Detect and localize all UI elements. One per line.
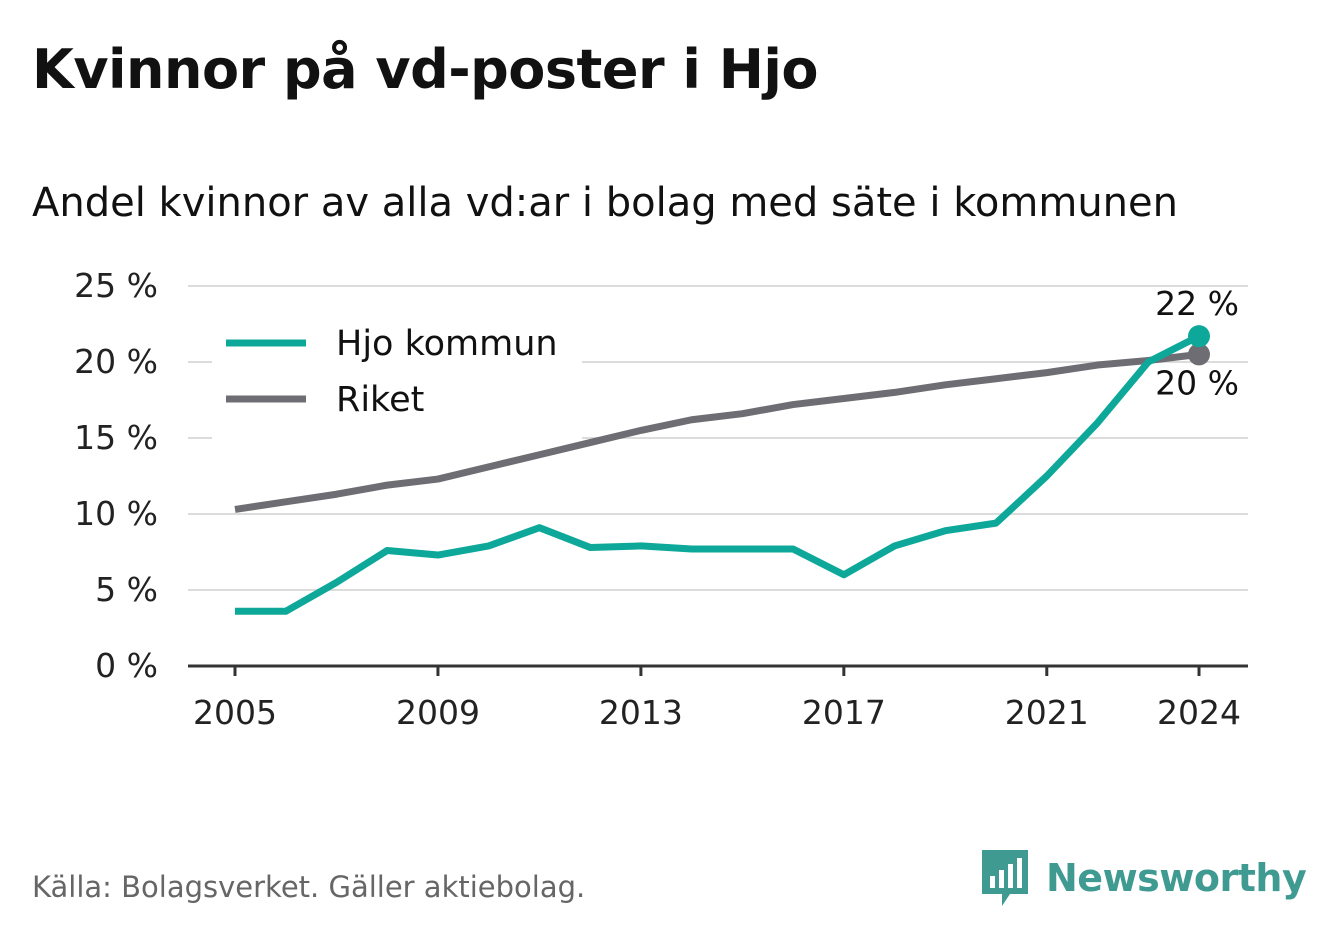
x-tick-label: 2005: [193, 693, 277, 732]
x-tick-label: 2021: [1005, 693, 1089, 732]
legend-label-hjo: Hjo kommun: [336, 324, 558, 364]
legend-label-riket: Riket: [336, 380, 424, 420]
end-label-hjo: 22 %: [1155, 284, 1239, 323]
source-note: Källa: Bolagsverket. Gäller aktiebolag.: [32, 870, 586, 904]
y-tick-label: 5 %: [95, 570, 158, 609]
axes: 0 % 5 % 10 % 15 % 20 % 25 % 2005 2009 2013 2017 20…: [74, 266, 1248, 732]
chart-title: Kvinnor på vd-poster i Hjo: [32, 38, 819, 101]
legend: Hjo kommun Riket: [212, 316, 582, 441]
legend-background: [212, 316, 582, 441]
chart-subtitle: Andel kvinnor av alla vd:ar i bolag med …: [32, 180, 1178, 226]
y-tick-label: 20 %: [74, 342, 158, 381]
series-line-hjo: [235, 333, 1201, 615]
x-tick-label: 2009: [396, 693, 480, 732]
y-tick-label: 0 %: [95, 646, 158, 685]
y-tick-label: 10 %: [74, 494, 158, 533]
series-line-riket: [234, 350, 1200, 513]
end-labels: 22 % 20 %: [1155, 284, 1239, 402]
end-marker-hjo: [1188, 325, 1210, 348]
brand-logo: Newsworthy: [980, 848, 1307, 908]
end-label-riket: 20 %: [1155, 363, 1239, 402]
newsworthy-logo-icon: [982, 850, 1028, 906]
y-tick-label: 25 %: [74, 266, 158, 305]
x-tick-label: 2013: [599, 693, 683, 732]
x-tick-label: 2024: [1157, 693, 1241, 732]
series-lines: [234, 325, 1210, 615]
end-marker-riket: [1188, 343, 1210, 366]
y-tick-label: 15 %: [74, 418, 158, 457]
brand-name: Newsworthy: [1046, 856, 1307, 900]
x-tick-label: 2017: [802, 693, 886, 732]
